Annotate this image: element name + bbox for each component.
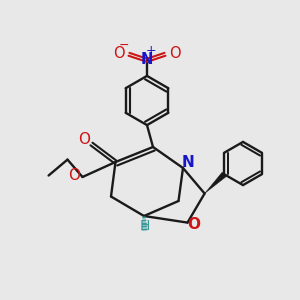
Text: O: O: [169, 46, 180, 61]
Polygon shape: [205, 172, 226, 194]
Text: −: −: [119, 39, 129, 52]
Text: O: O: [68, 168, 80, 183]
Text: N: N: [141, 52, 153, 67]
Text: H: H: [140, 219, 150, 232]
Text: O: O: [78, 132, 90, 147]
Text: N: N: [182, 155, 195, 170]
Text: O: O: [114, 46, 125, 61]
Text: O: O: [188, 217, 201, 232]
Text: +: +: [146, 44, 157, 57]
